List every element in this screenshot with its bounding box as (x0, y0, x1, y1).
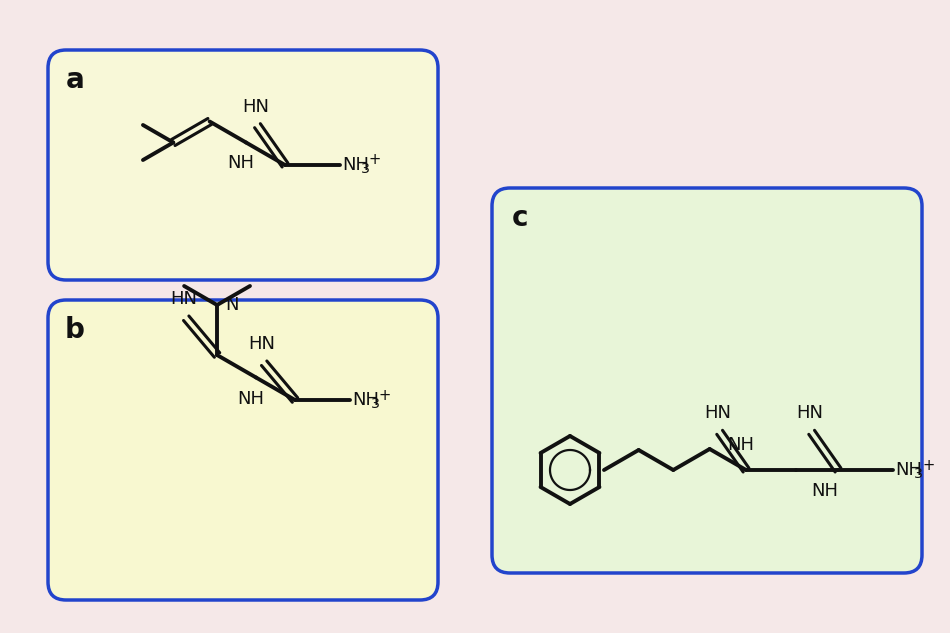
Text: N: N (225, 296, 238, 314)
Text: b: b (65, 316, 85, 344)
Text: NH: NH (238, 389, 264, 408)
Text: c: c (512, 204, 528, 232)
Text: 3: 3 (361, 162, 370, 176)
FancyBboxPatch shape (492, 188, 922, 573)
Text: HN: HN (242, 97, 269, 116)
Text: NH: NH (728, 436, 754, 454)
Text: HN: HN (171, 290, 198, 308)
Text: NH: NH (352, 391, 379, 409)
FancyBboxPatch shape (48, 50, 438, 280)
Text: +: + (369, 153, 381, 168)
Text: HN: HN (704, 404, 732, 422)
Text: NH: NH (342, 156, 369, 174)
Text: HN: HN (796, 404, 823, 422)
FancyBboxPatch shape (48, 300, 438, 600)
Text: 3: 3 (371, 397, 380, 411)
Text: +: + (922, 458, 935, 472)
Text: a: a (66, 66, 85, 94)
Text: NH: NH (228, 154, 255, 173)
Text: 3: 3 (914, 467, 923, 481)
Text: HN: HN (249, 335, 276, 353)
Text: NH: NH (895, 461, 922, 479)
Text: +: + (379, 387, 391, 403)
Text: NH: NH (811, 482, 838, 500)
